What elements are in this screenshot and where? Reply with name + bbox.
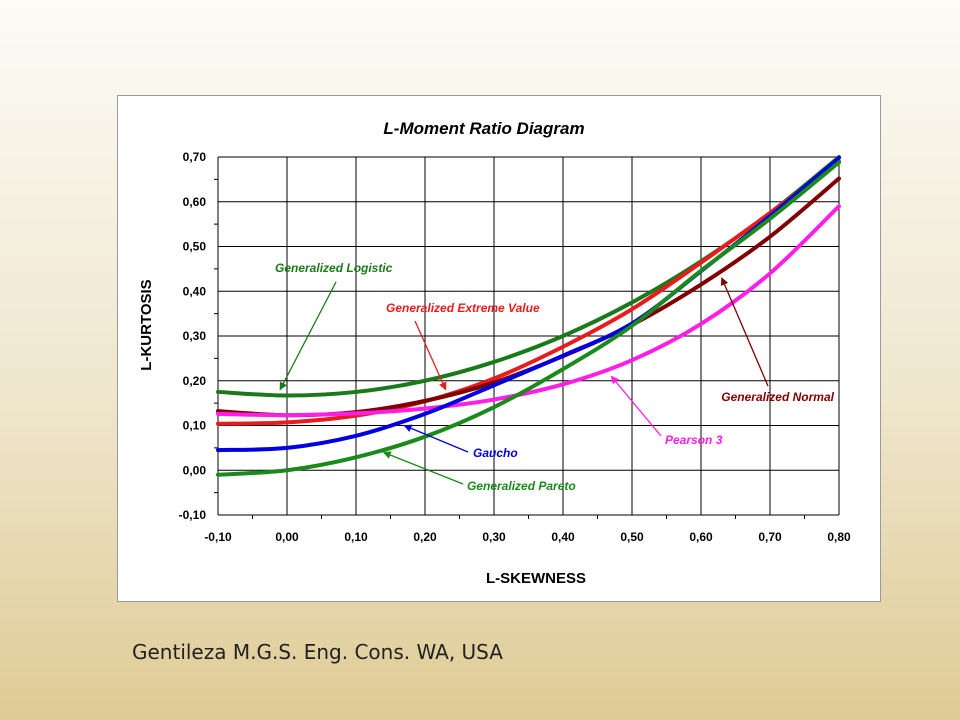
x-tick-label: 0,40 <box>551 530 575 544</box>
y-tick-label: 0,70 <box>183 150 207 164</box>
credit-text: Gentileza M.G.S. Eng. Cons. WA, USA <box>132 640 503 664</box>
x-tick-label: 0,70 <box>758 530 782 544</box>
series-labels: Generalized Logistic Generalized Extreme … <box>275 261 835 493</box>
series-label-generalized-extreme-value: Generalized Extreme Value <box>386 301 540 315</box>
x-tick-label: 0,50 <box>620 530 644 544</box>
y-tick-label: 0,60 <box>183 195 207 209</box>
series-arrow-gaucho <box>403 424 469 453</box>
series-arrow-generalized-normal <box>720 277 769 387</box>
y-tick-label: 0,20 <box>183 374 207 388</box>
series-line-generalized-normal <box>216 176 841 418</box>
x-tick-label: 0,60 <box>689 530 713 544</box>
x-tick-label: 0,20 <box>413 530 437 544</box>
series-line-pearson-3 <box>216 204 841 418</box>
x-tick-label: -0,10 <box>204 530 232 544</box>
y-tick-label: 0,40 <box>183 284 207 298</box>
chart-panel: L-Moment Ratio Diagram -0,10 0,00 0,10 0,20… <box>117 95 881 602</box>
y-axis-title: L-KURTOSIS <box>138 279 155 370</box>
x-axis-title: L-SKEWNESS <box>486 570 586 587</box>
x-tick-label: 0,00 <box>275 530 299 544</box>
chart-svg: L-Moment Ratio Diagram -0,10 0,00 0,10 0,20… <box>138 119 851 587</box>
series-label-generalized-logistic: Generalized Logistic <box>275 261 393 275</box>
series-arrow-generalized-logistic <box>279 281 337 391</box>
y-tick-label: 0,10 <box>183 419 207 433</box>
x-tick-label: 0,80 <box>827 530 851 544</box>
y-tick-label: -0,10 <box>179 508 207 522</box>
y-tick-label: 0,00 <box>183 463 207 477</box>
series-line-generalized-pareto <box>216 160 841 477</box>
x-tick-label: 0,10 <box>344 530 368 544</box>
series-label-pearson-3: Pearson 3 <box>665 433 723 447</box>
series-label-gaucho: Gaucho <box>473 446 518 460</box>
tick-labels: -0,10 0,00 0,10 0,20 0,30 0,40 0,50 0,60 0,70 0,8… <box>179 150 851 544</box>
series-label-generalized-pareto: Generalized Pareto <box>467 479 576 493</box>
series-line-generalized-logistic <box>216 155 841 398</box>
series-arrow-pearson-3 <box>610 375 662 437</box>
y-tick-label: 0,50 <box>183 240 207 254</box>
x-tick-label: 0,30 <box>482 530 506 544</box>
chart-title: L-Moment Ratio Diagram <box>383 119 584 138</box>
y-tick-label: 0,30 <box>183 329 207 343</box>
series-lines <box>216 155 841 477</box>
series-label-generalized-normal: Generalized Normal <box>721 390 834 404</box>
series-line-generalized-extreme-value <box>216 159 841 426</box>
grid <box>214 156 840 519</box>
series-arrow-generalized-pareto <box>382 451 464 485</box>
series-arrow-generalized-extreme-value <box>414 320 447 391</box>
